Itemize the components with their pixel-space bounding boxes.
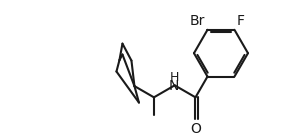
Text: F: F [237,14,245,28]
Text: N: N [169,79,179,93]
Text: Br: Br [190,14,205,28]
Text: H: H [169,71,179,84]
Text: O: O [190,122,201,136]
